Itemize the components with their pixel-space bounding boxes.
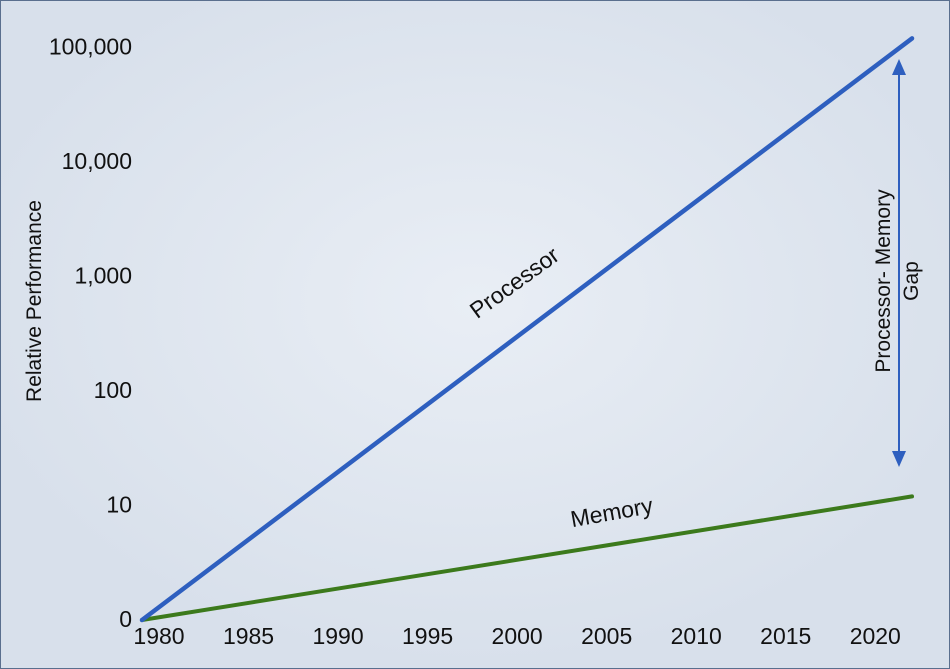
- y-tick-label: 1,000: [74, 263, 132, 289]
- x-tick-label: 1995: [402, 623, 453, 649]
- x-tick-label: 1990: [312, 623, 363, 649]
- x-tick-label: 1985: [223, 623, 274, 649]
- x-axis-ticks: 1980 1985 1990 1995 2000 2005 2010 2015 2020: [133, 623, 900, 649]
- series-line-processor: [139, 36, 915, 623]
- series-line-memory: [140, 494, 914, 622]
- series-lines: [139, 36, 915, 623]
- x-tick-label: 2000: [492, 623, 543, 649]
- y-axis-ticks: 0 10 100 1,000 10,000 100,000: [49, 34, 132, 633]
- x-tick-label: 2010: [671, 623, 722, 649]
- y-tick-label: 10: [106, 492, 132, 518]
- gap-annotation-arrow: [892, 59, 906, 467]
- x-tick-label: 2015: [760, 623, 811, 649]
- gap-annotation-line-2: Gap: [900, 261, 923, 301]
- x-tick-label: 2005: [581, 623, 632, 649]
- x-tick-label: 2020: [850, 623, 901, 649]
- y-axis-label: Relative Performance: [23, 200, 46, 402]
- gap-annotation-line-1: Processor- Memory: [872, 189, 895, 373]
- y-tick-label: 100: [94, 377, 132, 403]
- y-tick-label: 10,000: [62, 148, 132, 174]
- y-tick-label: 0: [119, 606, 132, 632]
- x-tick-label: 1980: [133, 623, 184, 649]
- y-tick-label: 100,000: [49, 34, 132, 60]
